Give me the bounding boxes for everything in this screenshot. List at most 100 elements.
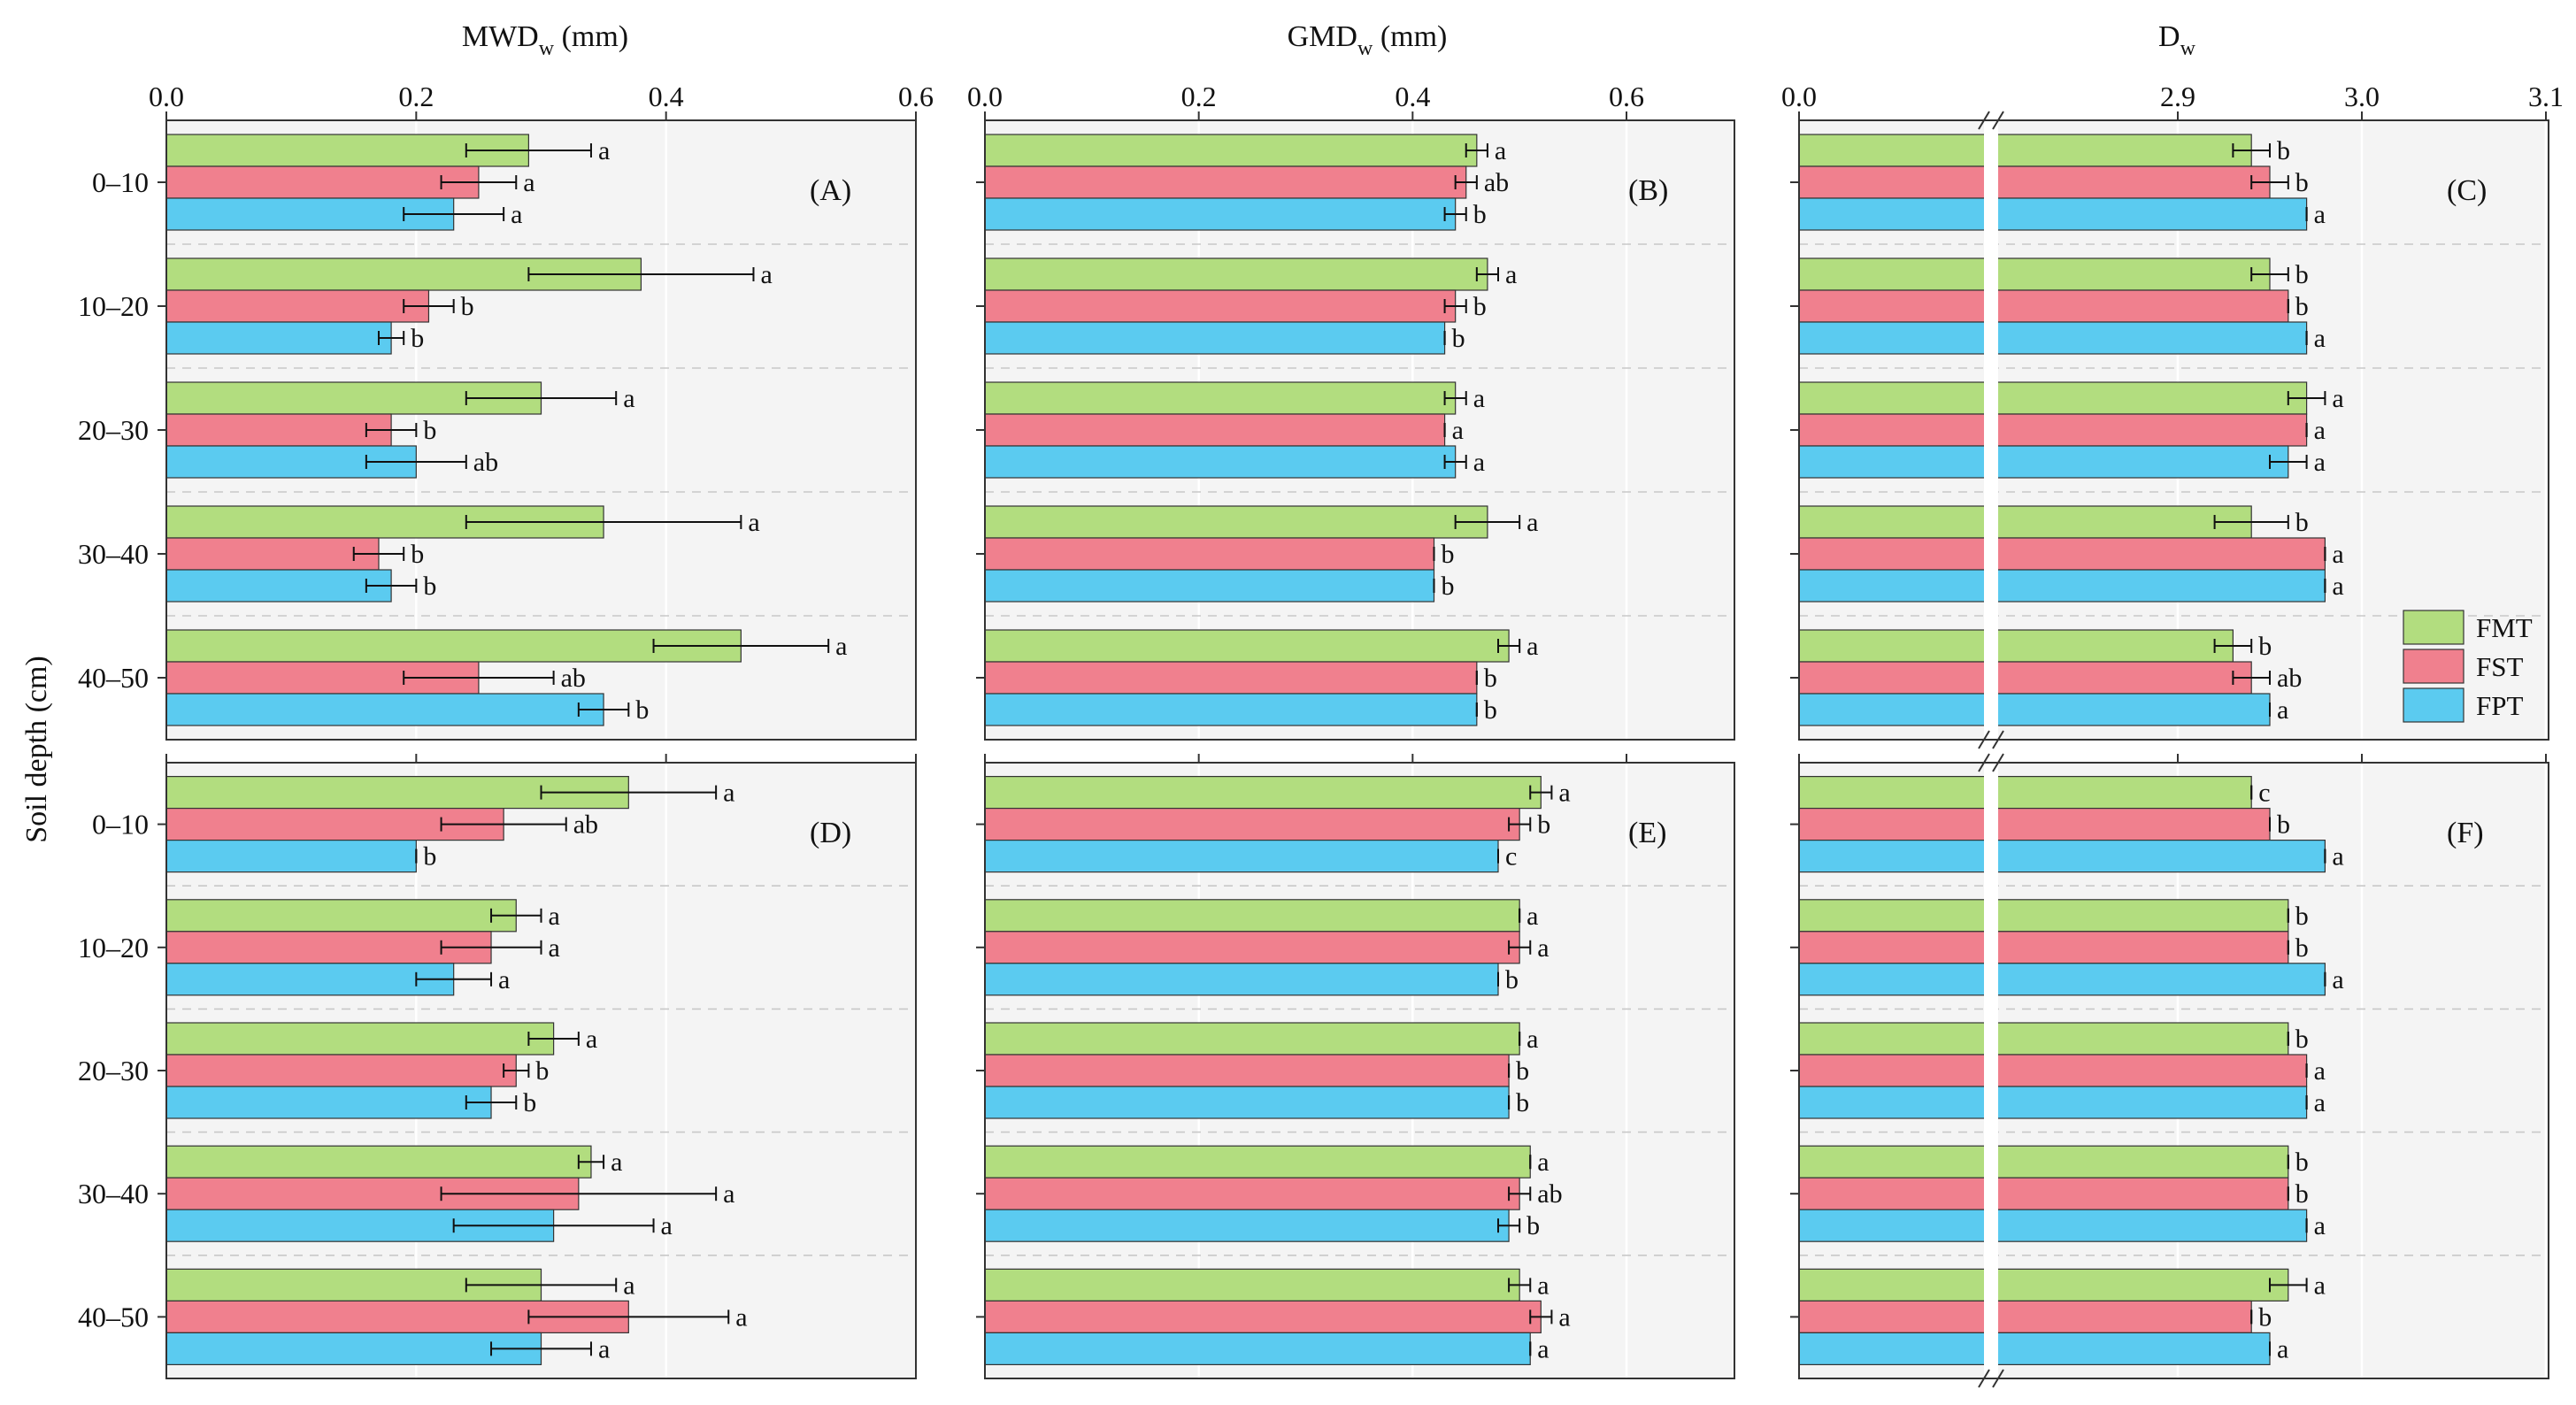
- category-label: 20–30: [78, 414, 149, 446]
- significance-letter: a: [623, 1271, 634, 1300]
- bar-fst: [165, 165, 480, 199]
- significance-letter: a: [1537, 1334, 1549, 1363]
- significance-letter: b: [2295, 1025, 2309, 1054]
- significance-letter: b: [523, 1088, 536, 1117]
- bar-fpt: [165, 839, 417, 873]
- axis-break-mark: [1978, 111, 1990, 130]
- significance-letter: a: [748, 508, 759, 537]
- panel-frame: [1798, 119, 2549, 741]
- bar-fpt: [165, 321, 392, 355]
- bar-fst: [984, 807, 1520, 841]
- significance-letter: b: [2295, 260, 2309, 289]
- category-label: 40–50: [78, 1301, 149, 1332]
- axis-break-gap: [1984, 763, 1998, 1378]
- significance-letter: a: [2332, 572, 2343, 601]
- bar-fpt: [1798, 445, 2289, 479]
- significance-letter: a: [2332, 384, 2343, 413]
- significance-letter: a: [2314, 1088, 2326, 1117]
- bar-fmt: [165, 1022, 555, 1056]
- x-tick-label: 0.6: [898, 81, 934, 112]
- bar-fmt: [984, 381, 1457, 415]
- bar-fmt: [165, 629, 742, 663]
- significance-letter: ab: [2277, 664, 2302, 693]
- bar-fpt: [1798, 963, 2326, 996]
- significance-letter: b: [635, 695, 649, 725]
- axis-break-mark: [1992, 111, 2004, 130]
- bar-fst: [984, 1300, 1542, 1334]
- significance-letter: ab: [473, 448, 498, 477]
- significance-letter: c: [2258, 779, 2270, 808]
- significance-letter: a: [2314, 416, 2326, 445]
- top-axis-1: 0.0 0.2 0.4 0.6 MWDw (mm): [149, 20, 934, 763]
- significance-letter: b: [1452, 324, 1465, 353]
- bar-fst: [984, 931, 1520, 964]
- y-axis-title: Soil depth (cm): [20, 656, 53, 843]
- bar-fmt: [984, 257, 1488, 291]
- x-tick-label: 0.2: [1181, 81, 1217, 112]
- bar-fmt: [1798, 775, 2252, 810]
- significance-letter: b: [2295, 933, 2309, 963]
- bar-fst: [1798, 807, 2271, 841]
- bar-fpt: [984, 1209, 1510, 1242]
- axis-break-mark: [1992, 1369, 2004, 1388]
- top-axis-2: 0.0 0.2 0.4 0.6 GMDw (mm): [967, 20, 1644, 763]
- x-axis-title: Dw: [2158, 20, 2196, 60]
- significance-letter: a: [523, 168, 534, 197]
- bar-fmt: [984, 629, 1510, 663]
- bar-fpt: [1798, 1332, 2271, 1366]
- significance-letter: b: [411, 540, 424, 569]
- panel-frame: [984, 119, 1735, 741]
- category-label: 0–10: [92, 809, 149, 841]
- significance-letter: b: [1516, 1088, 1529, 1117]
- bar-fmt: [1798, 899, 2289, 933]
- bar-fpt: [984, 963, 1499, 996]
- bar-fpt: [165, 1332, 542, 1366]
- bar-fpt: [1798, 569, 2326, 603]
- x-tick-label: 3.1: [2528, 81, 2564, 112]
- significance-letter: a: [1526, 1025, 1538, 1054]
- panel-label: (E): [1628, 817, 1666, 849]
- significance-letter: a: [549, 933, 560, 963]
- bar-fmt: [984, 1145, 1531, 1179]
- panel-frame: [165, 119, 917, 741]
- significance-letter: b: [1505, 965, 1519, 994]
- bar-fst: [984, 1177, 1520, 1210]
- significance-letter: c: [1505, 842, 1517, 871]
- panel-frame: [984, 762, 1735, 1379]
- bar-fpt: [984, 839, 1499, 873]
- significance-letter: a: [598, 136, 610, 165]
- bar-fst: [1798, 1300, 2252, 1334]
- category-label: 30–40: [78, 1178, 149, 1209]
- panel-frame: [1798, 762, 2549, 1379]
- significance-letter: a: [1558, 779, 1570, 808]
- category-label: 30–40: [78, 538, 149, 570]
- bar-fpt: [165, 693, 604, 726]
- significance-letter: b: [1526, 1211, 1540, 1240]
- axis-break-mark: [1992, 753, 2004, 772]
- bar-fst: [984, 413, 1446, 447]
- legend-label: FST: [2476, 651, 2523, 682]
- significance-letter: a: [498, 965, 510, 994]
- bar-fst: [984, 289, 1457, 323]
- significance-letter: a: [1537, 933, 1549, 963]
- significance-letter: a: [735, 1302, 747, 1332]
- bar-fst: [1798, 661, 2252, 695]
- significance-letter: a: [1526, 508, 1538, 537]
- legend-swatch-fmt: [2403, 610, 2465, 645]
- bar-fpt: [984, 321, 1446, 355]
- significance-letter: a: [723, 1179, 734, 1209]
- significance-letter: a: [1526, 632, 1538, 661]
- bar-fmt: [1798, 629, 2234, 663]
- axis-break-mark: [1978, 1369, 1990, 1388]
- significance-letter: b: [2295, 508, 2309, 537]
- significance-letter: a: [2314, 200, 2326, 229]
- significance-letter: a: [1473, 384, 1485, 413]
- legend: FMT FST FPT: [2403, 610, 2533, 723]
- significance-letter: b: [423, 572, 436, 601]
- significance-letter: a: [1526, 902, 1538, 931]
- significance-letter: a: [2277, 1334, 2288, 1363]
- significance-letter: b: [2295, 902, 2309, 931]
- significance-letter: a: [598, 1334, 610, 1363]
- significance-letter: b: [2258, 1302, 2272, 1332]
